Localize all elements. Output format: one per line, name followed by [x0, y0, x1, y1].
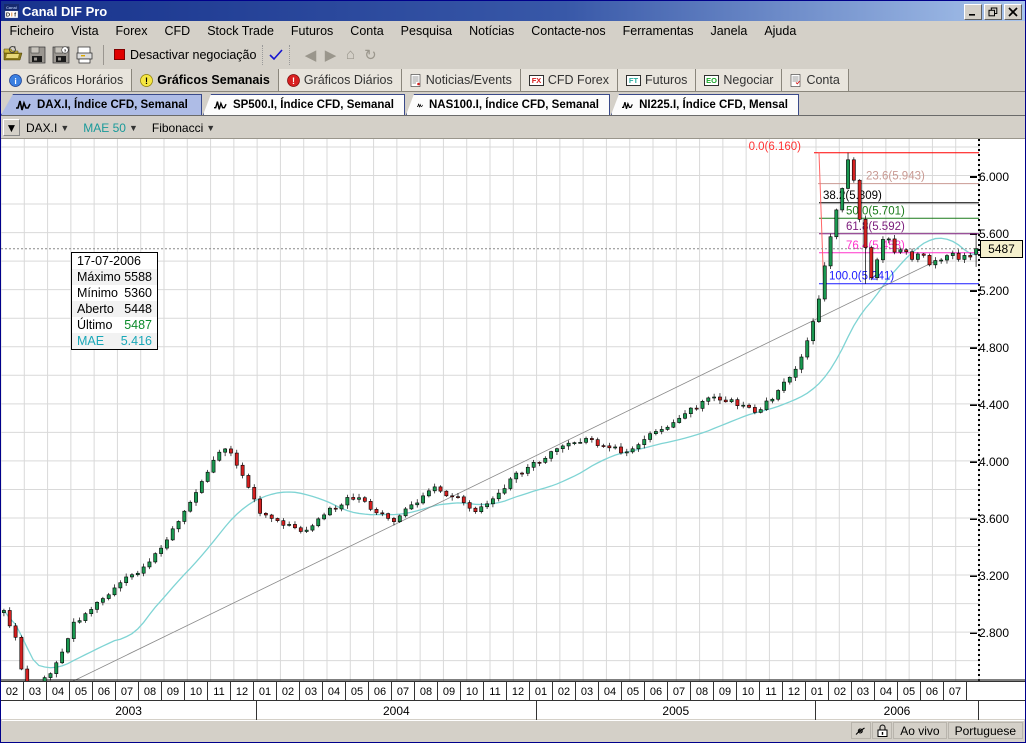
svg-text:Canal: Canal [6, 4, 17, 9]
svg-text:EO: EO [706, 76, 717, 85]
svg-text:!: ! [292, 76, 295, 86]
svg-text:38.2(5.809): 38.2(5.809) [823, 190, 882, 202]
svg-text:?: ? [64, 48, 67, 53]
svg-text:f: f [14, 12, 16, 18]
svg-text:61.8(5.592): 61.8(5.592) [846, 221, 905, 233]
svg-text:0.0(6.160): 0.0(6.160) [749, 141, 802, 153]
svg-text:!: ! [145, 76, 148, 86]
svg-text:50.0(5.701): 50.0(5.701) [846, 206, 905, 218]
svg-text:23.6(5.943): 23.6(5.943) [866, 171, 925, 183]
svg-text:FT: FT [629, 76, 639, 85]
svg-text:100.0(5.241): 100.0(5.241) [829, 271, 894, 283]
svg-text:i: i [14, 75, 16, 85]
svg-text:D: D [6, 12, 10, 18]
svg-text:FX: FX [532, 76, 542, 85]
